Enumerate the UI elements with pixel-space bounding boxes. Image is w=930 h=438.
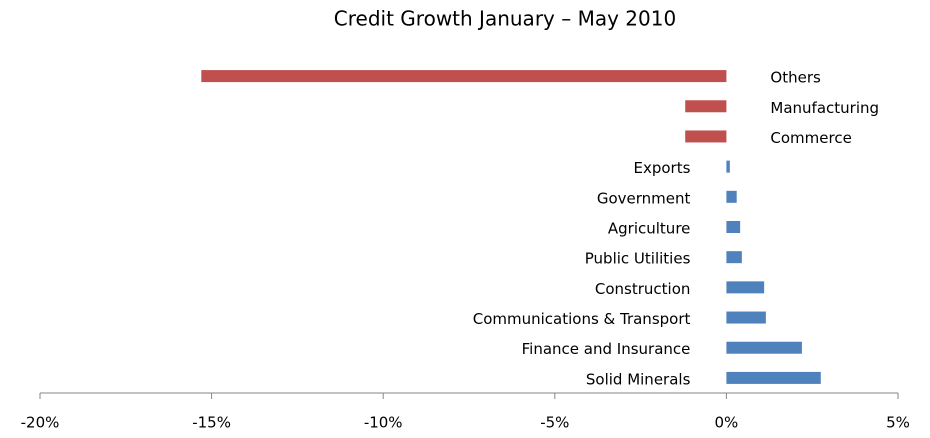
x-tick-label: -20% bbox=[21, 414, 60, 432]
category-label: Others bbox=[770, 69, 821, 87]
x-tick-label: -10% bbox=[364, 414, 403, 432]
bar bbox=[726, 341, 802, 354]
x-tick-label: -15% bbox=[192, 414, 231, 432]
bar bbox=[726, 311, 766, 324]
category-label: Manufacturing bbox=[770, 99, 879, 117]
category-label: Government bbox=[597, 189, 691, 207]
bar bbox=[726, 160, 730, 173]
bar bbox=[726, 190, 737, 203]
bar bbox=[201, 70, 727, 83]
category-label: Public Utilities bbox=[585, 250, 691, 268]
bar bbox=[685, 100, 727, 113]
category-label: Solid Minerals bbox=[586, 370, 691, 388]
bar bbox=[726, 371, 821, 384]
bar bbox=[726, 221, 741, 233]
category-label: Commerce bbox=[770, 129, 851, 147]
x-tick-label: 5% bbox=[886, 414, 910, 432]
category-label: Agriculture bbox=[608, 220, 691, 238]
bar bbox=[726, 251, 742, 264]
category-label: Construction bbox=[595, 280, 691, 298]
category-label: Finance and Insurance bbox=[522, 340, 691, 358]
chart-title: Credit Growth January – May 2010 bbox=[334, 7, 676, 31]
bar bbox=[685, 130, 727, 143]
category-label: Exports bbox=[633, 159, 690, 177]
x-tick-label: 0% bbox=[715, 414, 739, 432]
category-label: Communications & Transport bbox=[473, 310, 691, 328]
x-tick-label: -5% bbox=[540, 414, 569, 432]
bar bbox=[726, 281, 765, 294]
